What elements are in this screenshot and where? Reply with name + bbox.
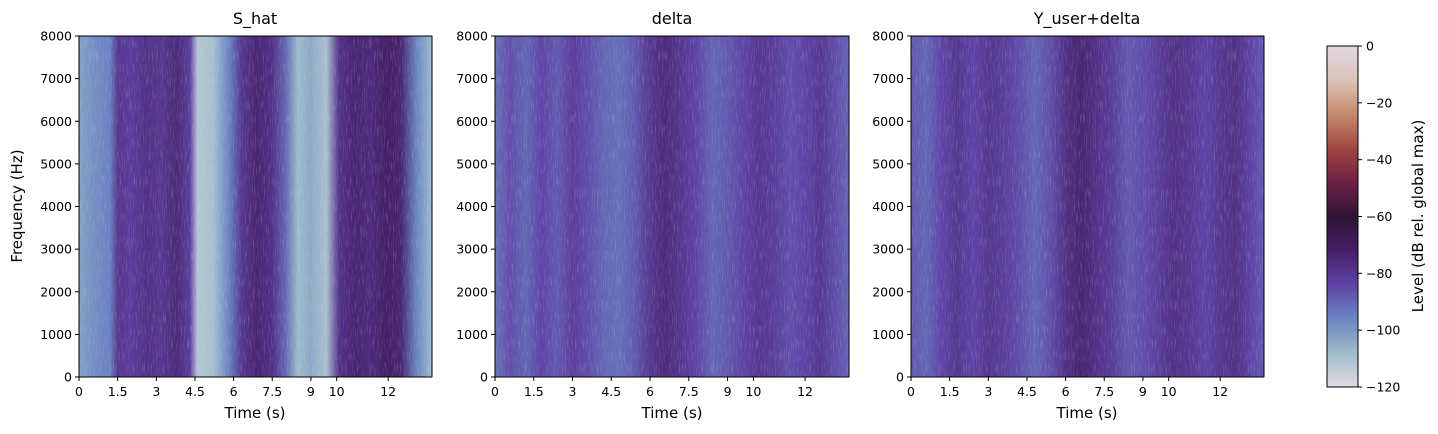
colorbar-label: Level (dB rel. global max)	[1409, 120, 1427, 313]
spectrogram-panel-s-hat: S_hat 0 1.5 3 4.5 6 7.5 9 10 12 0 1000 2000 3000 400…	[8, 9, 433, 422]
y-tick-label: 3000	[40, 242, 72, 257]
y-tick-label: 8000	[40, 29, 72, 44]
x-axis: 0 1.5 3 4.5 6 7.5 9 10 12	[75, 377, 396, 399]
y-tick-label: 1000	[456, 327, 488, 342]
y-tick-label: 7000	[40, 71, 72, 86]
x-tick-label: 9	[724, 384, 732, 399]
colorbar-gradient	[1326, 45, 1359, 388]
x-tick-label: 3	[984, 384, 992, 399]
x-tick-label: 7.5	[679, 384, 699, 399]
x-tick-label: 12	[797, 384, 813, 399]
y-tick-label: 8000	[872, 29, 904, 44]
colorbar-tick-label: −40	[1366, 152, 1392, 167]
spectrogram-texture	[911, 36, 1264, 377]
y-tick-label: 6000	[40, 114, 72, 129]
x-tick-label: 1.5	[108, 384, 128, 399]
x-axis: 0 1.5 3 4.5 6 7.5 9 10 12	[907, 377, 1228, 399]
y-tick-label: 0	[64, 370, 72, 385]
y-tick-label: 1000	[40, 327, 72, 342]
panel-title: S_hat	[233, 9, 277, 29]
spectrogram-texture	[79, 36, 432, 377]
spectrogram-image	[495, 36, 849, 377]
spectrogram-panel-y-user-delta: Y_user+delta 0 1.5 3 4.5 6 7.5 9 10 12 0 1000 2000…	[872, 9, 1265, 422]
x-tick-label: 0	[491, 384, 499, 399]
x-tick-label: 1.5	[524, 384, 544, 399]
y-tick-label: 0	[896, 370, 904, 385]
colorbar-tick-label: −120	[1366, 380, 1400, 395]
y-tick-label: 1000	[872, 327, 904, 342]
x-tick-label: 0	[907, 384, 915, 399]
colorbar-tick-label: −100	[1366, 323, 1400, 338]
x-tick-label: 3	[152, 384, 160, 399]
panel-title: Y_user+delta	[1033, 9, 1141, 29]
x-tick-label: 10	[745, 384, 761, 399]
x-tick-label: 4.5	[1017, 384, 1037, 399]
y-tick-label: 2000	[40, 284, 72, 299]
y-tick-label: 2000	[872, 284, 904, 299]
y-tick-label: 5000	[40, 156, 72, 171]
colorbar-tick-label: 0	[1366, 39, 1374, 54]
colorbar-tick-label: −20	[1366, 95, 1392, 110]
y-tick-label: 6000	[456, 114, 488, 129]
x-tick-label: 12	[380, 384, 396, 399]
y-tick-label: 5000	[456, 156, 488, 171]
x-tick-label: 0	[75, 384, 83, 399]
y-tick-label: 2000	[456, 284, 488, 299]
x-tick-label: 1.5	[940, 384, 960, 399]
x-tick-label: 4.5	[185, 384, 205, 399]
y-tick-label: 4000	[456, 199, 488, 214]
y-tick-label: 4000	[872, 199, 904, 214]
colorbar-tick-label: −80	[1366, 266, 1392, 281]
spectrogram-image	[911, 36, 1264, 377]
x-tick-label: 6	[230, 384, 238, 399]
x-tick-label: 10	[329, 384, 345, 399]
x-axis-label: Time (s)	[641, 404, 703, 422]
y-axis-label: Frequency (Hz)	[8, 149, 26, 262]
y-tick-label: 3000	[872, 242, 904, 257]
spectrogram-image	[79, 36, 432, 377]
x-tick-label: 9	[1139, 384, 1147, 399]
panel-title: delta	[652, 9, 693, 28]
x-axis: 0 1.5 3 4.5 6 7.5 9 10 12	[491, 377, 813, 399]
x-tick-label: 7.5	[1094, 384, 1114, 399]
spectrogram-texture	[495, 36, 849, 377]
x-tick-label: 10	[1161, 384, 1177, 399]
x-axis-label: Time (s)	[1056, 404, 1118, 422]
spectrogram-panel-delta: delta 0 1.5 3 4.5 6 7.5 9 10 12 0 1000 2000 3000 400…	[456, 9, 850, 422]
y-tick-label: 7000	[872, 71, 904, 86]
colorbar-ticks: 0 −20 −40 −60 −80 −100 −120	[1358, 39, 1400, 395]
y-tick-label: 6000	[872, 114, 904, 129]
x-tick-label: 12	[1212, 384, 1228, 399]
y-tick-label: 3000	[456, 242, 488, 257]
x-tick-label: 9	[307, 384, 315, 399]
colorbar-tick-label: −60	[1366, 209, 1392, 224]
x-tick-label: 6	[646, 384, 654, 399]
x-axis-label: Time (s)	[224, 404, 286, 422]
x-tick-label: 7.5	[262, 384, 282, 399]
y-tick-label: 4000	[40, 199, 72, 214]
y-tick-label: 5000	[872, 156, 904, 171]
x-tick-label: 4.5	[601, 384, 621, 399]
y-tick-label: 8000	[456, 29, 488, 44]
y-axis: 0 1000 2000 3000 4000 5000 6000 7000 8000	[872, 29, 911, 385]
x-tick-label: 6	[1062, 384, 1070, 399]
y-axis: 0 1000 2000 3000 4000 5000 6000 7000 8000	[40, 29, 79, 385]
y-axis: 0 1000 2000 3000 4000 5000 6000 7000 8000	[456, 29, 495, 385]
x-tick-label: 3	[569, 384, 577, 399]
colorbar: 0 −20 −40 −60 −80 −100 −120 Level (dB rel. glo…	[1326, 39, 1427, 395]
y-tick-label: 7000	[456, 71, 488, 86]
y-tick-label: 0	[480, 370, 488, 385]
